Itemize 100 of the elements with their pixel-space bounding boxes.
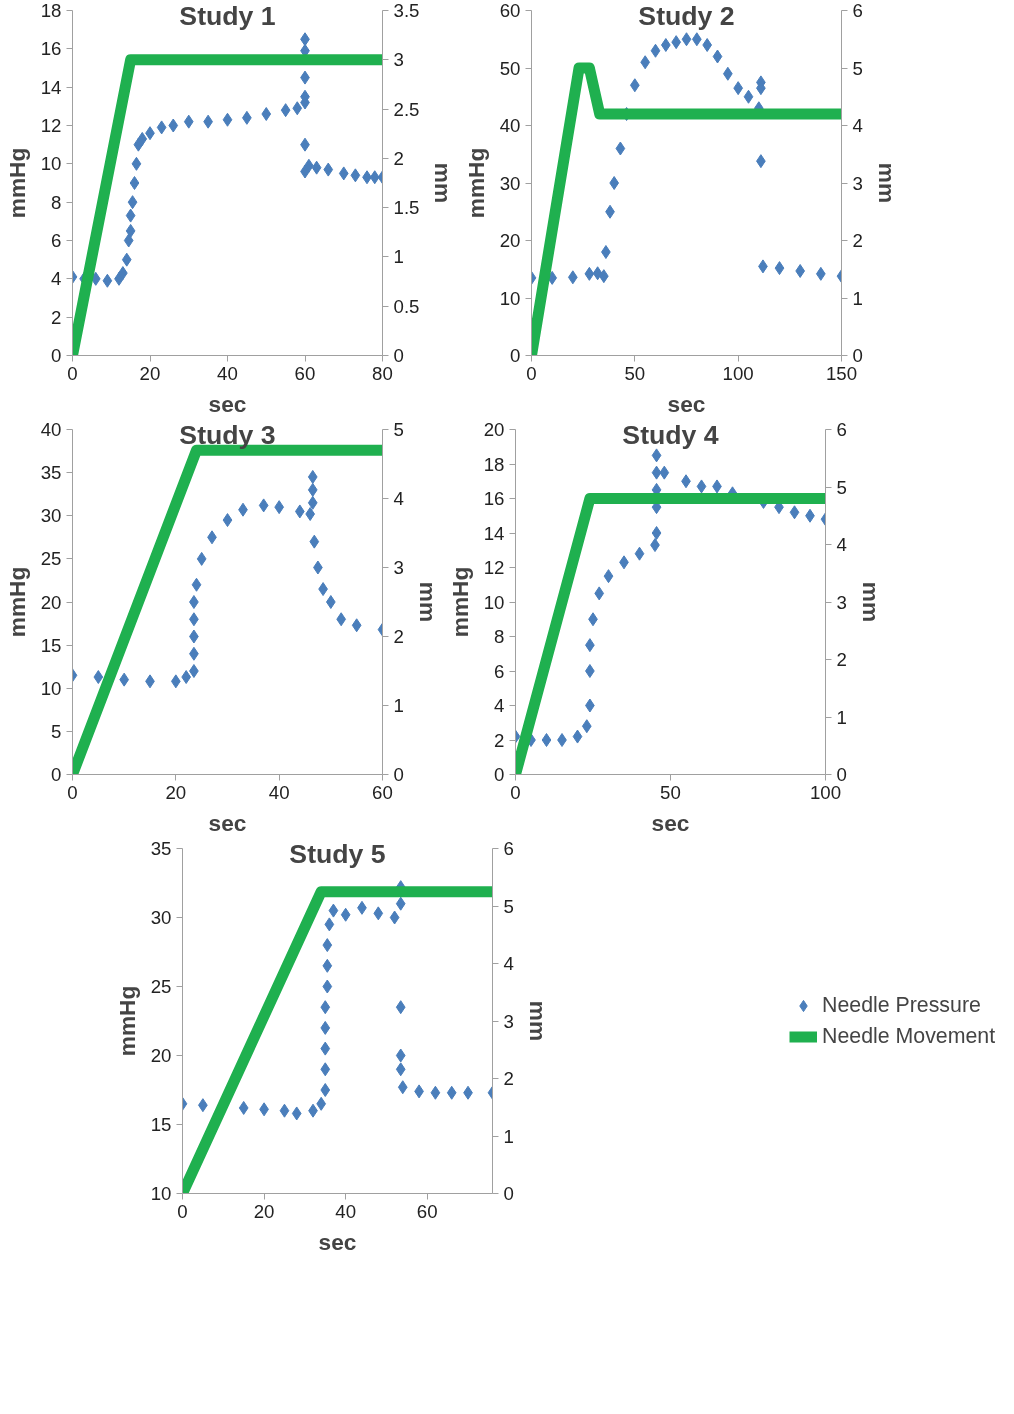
y-tick-label: 25 bbox=[150, 976, 172, 997]
y2-tick-label: 3 bbox=[393, 49, 404, 71]
y-tick-label: 16 bbox=[483, 488, 505, 509]
point bbox=[261, 107, 272, 121]
y2-tick-label: 1 bbox=[393, 246, 404, 268]
y-tick-label: 30 bbox=[150, 907, 172, 928]
chart-title: Study 3 bbox=[179, 419, 276, 450]
point bbox=[320, 1041, 331, 1056]
point bbox=[661, 38, 671, 52]
point bbox=[168, 118, 179, 133]
y2-tick-label: 3 bbox=[503, 1010, 514, 1032]
x-tick-label: 50 bbox=[624, 362, 646, 384]
point bbox=[338, 166, 349, 181]
y-axis-title: mmHg bbox=[462, 147, 489, 219]
point bbox=[395, 1062, 406, 1077]
y-axis-title: mmHg bbox=[3, 566, 30, 638]
point bbox=[584, 266, 595, 281]
point bbox=[322, 979, 333, 994]
point bbox=[222, 513, 233, 528]
point bbox=[258, 498, 269, 513]
x-axis-title: sec bbox=[208, 809, 247, 836]
point bbox=[326, 595, 336, 609]
point bbox=[127, 195, 138, 210]
y2-tick-label: 2 bbox=[836, 649, 847, 670]
point bbox=[541, 733, 552, 747]
point bbox=[651, 526, 662, 540]
y2-tick-label: 1 bbox=[836, 706, 847, 728]
point bbox=[650, 43, 661, 58]
y2-tick-label: 3.5 bbox=[393, 0, 420, 21]
y2-tick-label: 3 bbox=[393, 557, 404, 578]
point bbox=[156, 120, 167, 135]
legend-label: Needle Movement bbox=[822, 1023, 997, 1049]
point bbox=[121, 252, 132, 267]
x-tick-label: 0 bbox=[67, 362, 78, 384]
x-tick-label: 60 bbox=[294, 362, 316, 384]
y-tick-label: 35 bbox=[150, 838, 172, 859]
y2-tick-label: 3 bbox=[836, 591, 847, 613]
x-tick-label: 100 bbox=[722, 362, 754, 384]
y2-tick-label: 5 bbox=[852, 57, 863, 79]
y-tick-label: 4 bbox=[51, 268, 62, 290]
point bbox=[320, 1020, 331, 1035]
point bbox=[189, 664, 199, 678]
point bbox=[696, 479, 707, 494]
x-tick-label: 0 bbox=[177, 1200, 188, 1222]
y-tick-label: 35 bbox=[40, 462, 62, 484]
x-tick-label: 20 bbox=[253, 1200, 275, 1222]
point bbox=[322, 958, 333, 973]
point bbox=[324, 917, 335, 932]
x-tick-label: 40 bbox=[217, 362, 238, 384]
y-tick-label: 10 bbox=[499, 287, 521, 309]
point bbox=[681, 32, 692, 47]
y-tick-label: 6 bbox=[51, 230, 62, 251]
y2-tick-label: 6 bbox=[852, 0, 863, 21]
y-tick-label: 10 bbox=[483, 591, 505, 613]
point bbox=[125, 208, 136, 223]
y2-tick-label: 2.5 bbox=[393, 98, 420, 120]
point bbox=[102, 273, 113, 288]
chart-title: Study 5 bbox=[289, 838, 386, 869]
point bbox=[430, 1085, 441, 1100]
chart-title: Study 1 bbox=[179, 0, 276, 31]
point bbox=[397, 1080, 408, 1095]
point bbox=[137, 131, 148, 146]
x-tick-label: 40 bbox=[335, 1200, 357, 1222]
point bbox=[191, 577, 202, 592]
point bbox=[572, 729, 583, 744]
point bbox=[322, 938, 333, 953]
point bbox=[307, 495, 318, 510]
x-tick-label: 60 bbox=[416, 1200, 438, 1222]
y2-tick-label: 4 bbox=[836, 534, 847, 555]
y-tick-label: 6 bbox=[494, 660, 505, 682]
point bbox=[789, 505, 800, 520]
x-tick-label: 80 bbox=[372, 362, 393, 384]
point bbox=[280, 103, 291, 118]
point bbox=[309, 534, 320, 549]
y-tick-label: 15 bbox=[150, 1114, 172, 1135]
point bbox=[395, 896, 406, 911]
y-tick-label: 16 bbox=[40, 38, 62, 60]
x-tick-label: 50 bbox=[660, 781, 681, 803]
y2-tick-label: 3 bbox=[852, 172, 863, 194]
y-tick-label: 0 bbox=[51, 764, 62, 785]
point bbox=[238, 1100, 249, 1115]
point bbox=[659, 465, 670, 480]
y-tick-label: 10 bbox=[40, 153, 62, 175]
y-tick-label: 8 bbox=[494, 626, 505, 647]
y2-tick-label: 0 bbox=[393, 764, 404, 785]
y2-axis-title: mm bbox=[873, 162, 900, 204]
x-tick-label: 0 bbox=[67, 781, 78, 803]
point bbox=[373, 906, 384, 921]
y-tick-label: 5 bbox=[51, 720, 62, 742]
y-tick-label: 15 bbox=[40, 634, 62, 656]
point bbox=[196, 551, 207, 566]
point bbox=[594, 586, 605, 601]
y2-tick-label: 1 bbox=[393, 695, 404, 716]
y-tick-label: 0 bbox=[494, 764, 505, 785]
y-tick-label: 4 bbox=[494, 695, 505, 716]
y-tick-label: 18 bbox=[40, 0, 62, 21]
y-tick-label: 8 bbox=[51, 191, 62, 213]
y2-axis-title: mm bbox=[430, 162, 457, 204]
point bbox=[93, 670, 104, 685]
y-tick-label: 10 bbox=[150, 1183, 172, 1204]
